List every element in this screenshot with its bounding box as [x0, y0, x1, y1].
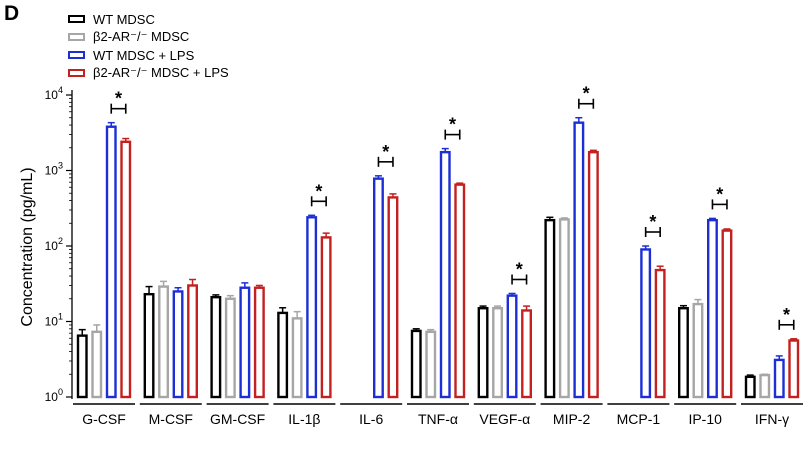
significance-star: *: [716, 184, 723, 204]
bar: [76, 334, 88, 399]
bar: [773, 358, 785, 399]
legend-swatch-wt-mdsc-lps: [68, 51, 85, 59]
y-tick-label: 104: [45, 85, 63, 102]
y-tick-exponent: 0: [58, 387, 63, 397]
x-category-label: M-CSF: [149, 411, 193, 427]
significance-star: *: [315, 181, 322, 201]
bar: [143, 292, 155, 399]
y-tick-base: 10: [45, 315, 59, 329]
legend-swatch-b2ar-mdsc-lps: [68, 69, 85, 77]
x-category-label: TNF-α: [418, 411, 458, 427]
y-tick-label: 100: [45, 387, 63, 404]
bar: [439, 150, 451, 399]
legend-label-wt-mdsc-lps: WT MDSC + LPS: [93, 47, 195, 63]
y-tick-label: 101: [45, 312, 63, 329]
bar: [239, 286, 251, 399]
significance-star: *: [516, 259, 523, 279]
bar: [640, 248, 652, 399]
legend-item-b2ar-mdsc: β2-AR⁻/⁻ MDSC: [68, 28, 229, 46]
y-tick-base: 10: [45, 239, 59, 253]
y-tick-base: 10: [45, 164, 59, 178]
y-tick-label: 102: [45, 236, 63, 253]
legend-swatch-wt-mdsc: [68, 15, 85, 23]
bar: [172, 290, 184, 399]
significance-star: *: [115, 89, 122, 109]
bar: [224, 297, 236, 399]
bar: [410, 329, 422, 399]
bar: [721, 229, 733, 399]
y-tick-base: 10: [45, 390, 59, 404]
bar: [492, 307, 503, 399]
bar: [678, 307, 689, 399]
x-category-label: MCP-1: [617, 411, 661, 427]
bar: [521, 309, 532, 399]
y-tick-exponent: 4: [58, 85, 63, 95]
bar: [105, 125, 117, 399]
y-tick-base: 10: [45, 88, 59, 102]
bar: [506, 294, 518, 399]
x-category-label: MIP-2: [553, 411, 591, 427]
bar: [187, 284, 199, 399]
legend-item-wt-mdsc: WT MDSC: [68, 10, 229, 28]
bar: [291, 317, 303, 399]
bar: [454, 183, 466, 399]
legend-label-wt-mdsc: WT MDSC: [93, 11, 155, 27]
bar: [707, 218, 718, 399]
bar: [788, 339, 800, 399]
bar: [373, 177, 384, 399]
bar: [320, 236, 332, 399]
bar: [210, 295, 222, 399]
bar: [277, 311, 289, 399]
bar: [253, 286, 265, 399]
bar: [692, 302, 704, 399]
bar: [573, 121, 585, 399]
legend-item-b2ar-mdsc-lps: β2-AR⁻/⁻ MDSC + LPS: [68, 64, 229, 82]
significance-star: *: [583, 84, 590, 104]
bar: [477, 307, 489, 399]
significance-star: *: [649, 212, 656, 232]
bar: [91, 330, 103, 399]
bar: [759, 373, 771, 399]
bar: [744, 375, 756, 399]
x-category-label: IL-6: [359, 411, 383, 427]
legend-label-b2ar-mdsc-lps: β2-AR⁻/⁻ MDSC + LPS: [93, 65, 229, 80]
x-category-label: IFN-γ: [755, 411, 789, 427]
y-tick-exponent: 3: [58, 161, 63, 171]
x-category-label: GM-CSF: [210, 411, 265, 427]
bar: [425, 330, 437, 399]
legend-item-wt-mdsc-lps: WT MDSC + LPS: [68, 46, 229, 64]
bar: [158, 285, 170, 399]
legend-label-b2ar-mdsc: β2-AR⁻/⁻ MDSC: [93, 29, 190, 44]
significance-star: *: [449, 115, 456, 135]
bar: [654, 268, 666, 399]
significance-star: *: [783, 305, 790, 325]
chart-legend: WT MDSC β2-AR⁻/⁻ MDSC WT MDSC + LPS β2-A…: [68, 10, 229, 82]
x-category-label: G-CSF: [82, 411, 126, 427]
bar: [558, 218, 570, 399]
y-tick-exponent: 1: [58, 312, 63, 322]
bar: [387, 196, 399, 399]
x-category-label: IP-10: [688, 411, 722, 427]
bar: [306, 216, 318, 399]
legend-swatch-b2ar-mdsc: [68, 33, 85, 41]
y-tick-exponent: 2: [58, 236, 63, 246]
bar: [587, 150, 599, 399]
x-category-label: VEGF-α: [479, 411, 530, 427]
x-category-label: IL-1β: [288, 411, 320, 427]
y-tick-label: 103: [45, 161, 63, 178]
bar: [544, 218, 556, 399]
panel-label: D: [4, 2, 20, 25]
bar: [120, 140, 132, 399]
significance-star: *: [382, 142, 389, 162]
